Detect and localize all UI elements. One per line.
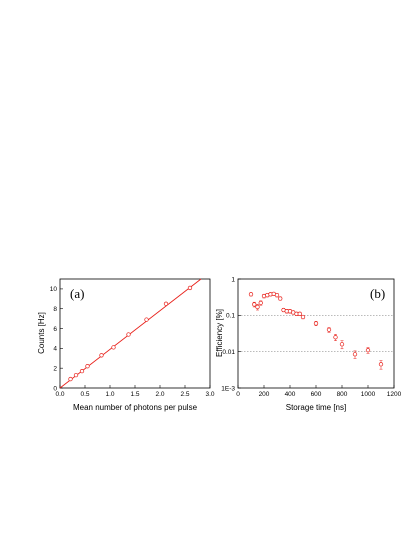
data-point-b: [248, 292, 254, 297]
plot-area-a: [59, 278, 202, 389]
reference-lines-b: [238, 315, 394, 352]
x-tick-label-a: 0.5: [80, 391, 89, 398]
data-point-a: [187, 285, 193, 291]
x-tick-label-b: 200: [259, 391, 270, 398]
y-tick-label-a: 8: [53, 306, 57, 313]
ticks-a: 0.0 0.5 1.0 1.5 2.0 2.5 3.0 0 2 4 6 8 10: [50, 286, 215, 398]
y-tick-label-b: 0.1: [226, 313, 235, 320]
data-point-b: [274, 292, 280, 298]
data-point-a: [73, 372, 79, 378]
ticks-b: 0 200 400 600 800 1000 1200 1 0.1 0.01 1E-3: [221, 276, 401, 398]
data-point-a: [126, 332, 131, 337]
y-tick-label-a: 0: [53, 385, 57, 392]
data-point-b: [339, 342, 345, 347]
x-tick-label-a: 0.0: [55, 391, 64, 398]
data-point-a: [68, 376, 73, 382]
y-axis-label-b: Efficiency [%]: [215, 309, 224, 357]
data-point-b: [252, 302, 257, 307]
y-tick-label-a: 10: [50, 286, 58, 293]
x-axis-label-b: Storage time [ns]: [286, 403, 346, 412]
x-tick-label-b: 400: [285, 391, 296, 398]
x-tick-label-a: 1.5: [130, 391, 139, 398]
data-point-b: [352, 352, 358, 357]
y-axis-label-a: Counts [Hz]: [37, 312, 46, 354]
x-tick-label-a: 2.5: [180, 391, 189, 398]
data-point-a: [111, 345, 116, 350]
data-point-a: [144, 317, 149, 322]
data-point-b: [313, 321, 319, 326]
x-tick-label-a: 1.0: [105, 391, 114, 398]
data-point-b: [258, 300, 263, 306]
data-point-b: [365, 348, 371, 353]
panel-label-a: (a): [70, 286, 84, 301]
data-point-a: [85, 364, 90, 369]
x-tick-label-a: 3.0: [205, 391, 214, 398]
panel-label-b: (b): [370, 286, 385, 301]
data-point-b: [300, 314, 306, 320]
data-point-a: [99, 353, 104, 358]
y-tick-label-a: 6: [53, 326, 57, 333]
data-point-a: [163, 301, 169, 306]
y-tick-label-a: 4: [53, 346, 57, 353]
x-axis-label-a: Mean number of photons per pulse: [73, 403, 198, 412]
data-point-b: [278, 296, 283, 301]
x-tick-label-a: 2.0: [155, 391, 164, 398]
plot-area-b: [248, 291, 384, 370]
chart-panel-a: (a) Mean number of photons per pulse Cou…: [37, 278, 215, 412]
data-point-b: [297, 311, 302, 316]
chart-panel-b: (b) Storage time [ns] Efficiency [%] 0 20…: [215, 276, 402, 412]
x-tick-label-b: 1000: [361, 391, 376, 398]
data-point-b: [326, 327, 332, 332]
y-tick-label-a: 2: [53, 365, 57, 372]
y-tick-label-b: 1: [231, 276, 235, 283]
x-tick-label-b: 0: [236, 391, 240, 398]
x-tick-label-b: 1200: [387, 391, 402, 398]
data-point-b: [255, 304, 260, 310]
x-tick-label-b: 800: [337, 391, 348, 398]
x-tick-label-b: 600: [311, 391, 322, 398]
data-point-b: [378, 362, 384, 367]
y-tick-label-b: 0.01: [222, 349, 235, 356]
y-tick-label-b: 1E-3: [221, 385, 235, 392]
data-point-b: [333, 335, 338, 340]
data-point-a: [79, 369, 85, 374]
